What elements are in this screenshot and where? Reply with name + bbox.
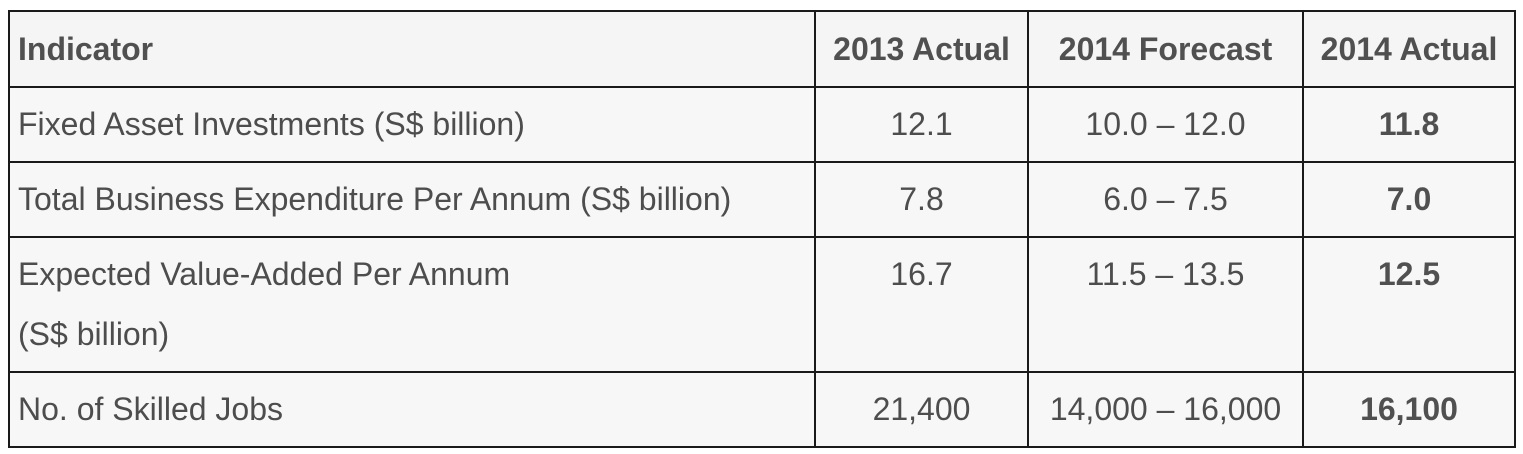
header-2014-forecast: 2014 Forecast xyxy=(1027,10,1304,88)
value-2014-forecast: 6.0 – 7.5 xyxy=(1027,161,1304,238)
value-2014-actual: 11.8 xyxy=(1302,86,1516,163)
table-header-row: Indicator 2013 Actual 2014 Forecast 2014… xyxy=(8,10,1516,88)
indicator-cell: No. of Skilled Jobs xyxy=(8,371,816,448)
value-2013-actual: 12.1 xyxy=(814,86,1029,163)
value-2014-forecast: 14,000 – 16,000 xyxy=(1027,371,1304,448)
indicator-cell: Expected Value-Added Per Annum (S$ billi… xyxy=(8,236,816,373)
indicator-cell: Total Business Expenditure Per Annum (S$… xyxy=(8,161,816,238)
header-indicator: Indicator xyxy=(8,10,816,88)
header-2013-actual: 2013 Actual xyxy=(814,10,1029,88)
header-2014-actual: 2014 Actual xyxy=(1302,10,1516,88)
indicator-line-1: Expected Value-Added Per Annum xyxy=(18,256,511,292)
table-row: No. of Skilled Jobs 21,400 14,000 – 16,0… xyxy=(8,371,1516,448)
table-row: Expected Value-Added Per Annum (S$ billi… xyxy=(8,236,1516,373)
value-2013-actual: 16.7 xyxy=(814,236,1029,373)
table-row: Total Business Expenditure Per Annum (S$… xyxy=(8,161,1516,238)
value-2013-actual: 7.8 xyxy=(814,161,1029,238)
value-2014-actual: 12.5 xyxy=(1302,236,1516,373)
value-2014-forecast: 11.5 – 13.5 xyxy=(1027,236,1304,373)
indicator-cell: Fixed Asset Investments (S$ billion) xyxy=(8,86,816,163)
value-2014-forecast: 10.0 – 12.0 xyxy=(1027,86,1304,163)
value-2014-actual: 16,100 xyxy=(1302,371,1516,448)
value-2014-actual: 7.0 xyxy=(1302,161,1516,238)
table-row: Fixed Asset Investments (S$ billion) 12.… xyxy=(8,86,1516,163)
indicator-table: Indicator 2013 Actual 2014 Forecast 2014… xyxy=(8,10,1516,448)
indicator-line-2: (S$ billion) xyxy=(18,316,170,352)
value-2013-actual: 21,400 xyxy=(814,371,1029,448)
